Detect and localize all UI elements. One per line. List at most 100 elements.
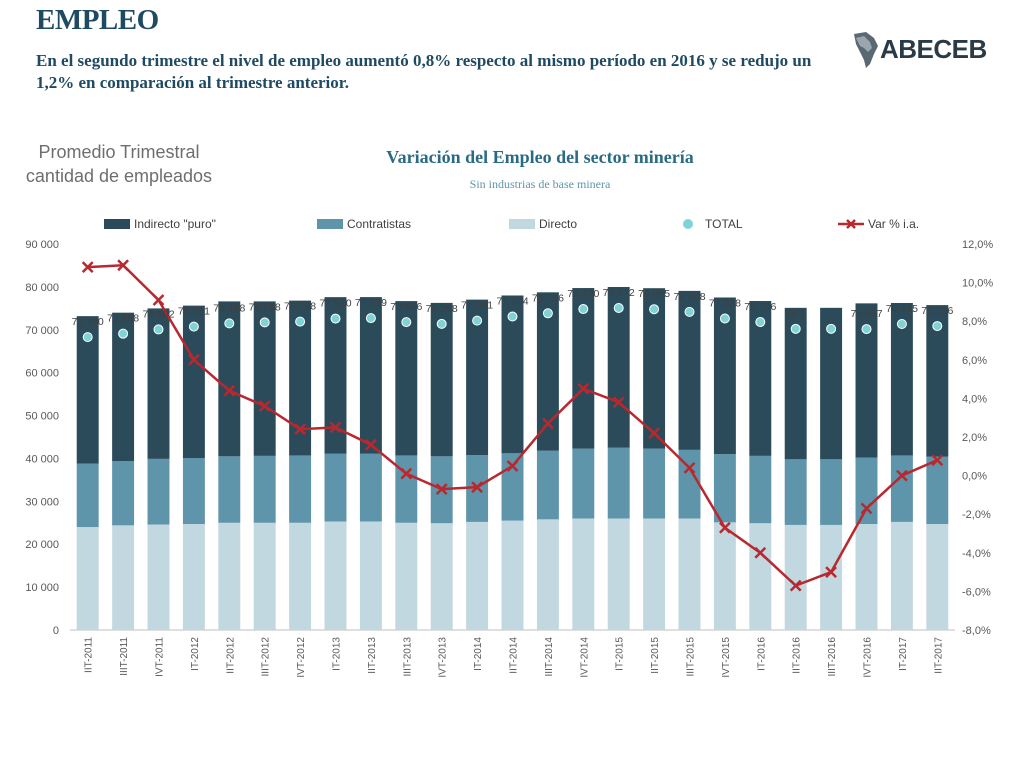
bar-contratistas xyxy=(289,455,312,523)
total-data-label: 73 180 xyxy=(72,316,104,328)
total-data-label: 79 068 xyxy=(673,291,705,303)
total-data-label: 75 756 xyxy=(921,305,953,317)
bar-indirecto xyxy=(749,301,772,456)
x-tick-label: IT-2017 xyxy=(898,637,909,671)
var-point-marker xyxy=(471,481,483,494)
bar-indirecto xyxy=(466,299,489,456)
x-tick-label: IIT-2015 xyxy=(650,637,661,674)
total-data-label: 76 706 xyxy=(744,301,776,313)
var-point-marker xyxy=(188,353,200,366)
bar-directo xyxy=(678,518,701,630)
x-tick-label: IIIT-2014 xyxy=(544,637,555,677)
y-right-tick-label: 4,0% xyxy=(962,393,987,405)
bar-directo xyxy=(855,524,878,630)
side-label-line2: cantidad de empleados xyxy=(25,166,213,186)
y-left-tick-label: 10 000 xyxy=(25,582,59,594)
bar-indirecto xyxy=(855,303,878,458)
y-right-tick-label: 0,0% xyxy=(962,471,987,483)
bar-indirecto xyxy=(112,312,135,462)
bar-contratistas xyxy=(890,455,913,522)
total-marker xyxy=(578,304,589,315)
var-point-marker xyxy=(860,502,873,515)
total-data-label: 79 695 xyxy=(638,288,670,300)
total-marker xyxy=(755,317,766,328)
total-marker xyxy=(542,308,553,319)
bar-indirecto xyxy=(501,295,524,454)
bar-indirecto xyxy=(430,302,453,457)
x-tick-label: IT-2014 xyxy=(473,637,484,671)
bar-contratistas xyxy=(395,455,418,523)
var-point-marker xyxy=(152,294,165,306)
var-point-marker xyxy=(789,579,802,592)
legend-swatch-total xyxy=(683,219,693,229)
y-right-tick-label: 8,0% xyxy=(962,316,987,328)
total-data-label: 75 631 xyxy=(178,306,210,318)
var-point-marker xyxy=(400,467,413,480)
bar-directo xyxy=(784,524,807,630)
total-marker xyxy=(118,328,129,339)
total-data-label: 75 1 xyxy=(785,308,806,320)
total-data-label: 74 982 xyxy=(142,308,174,320)
x-tick-label: IIT-2013 xyxy=(367,637,378,674)
total-marker xyxy=(472,315,483,326)
x-tick-label: IVT-2014 xyxy=(579,637,590,678)
legend-label: Indirecto "puro" xyxy=(134,217,216,231)
total-marker xyxy=(295,316,306,327)
bar-indirecto xyxy=(359,297,382,454)
total-data-label: 79 972 xyxy=(603,287,635,299)
chart-bars xyxy=(76,287,949,630)
side-label: Promedio Trimestral cantidad de empleado… xyxy=(14,140,224,188)
bar-directo xyxy=(430,523,453,630)
x-tick-label: IIT-2011 xyxy=(84,637,95,673)
bar-indirecto xyxy=(182,305,205,459)
bar-directo xyxy=(536,519,559,630)
y-right-tick-label: -6,0% xyxy=(962,586,991,598)
logo-map-icon xyxy=(854,32,878,68)
chart-legend: Indirecto "puro" Contratistas Directo TOTAL… xyxy=(104,217,919,231)
x-tick-label: IIIT-2016 xyxy=(827,637,838,677)
y-right-tick-label: 10,0% xyxy=(962,278,993,290)
total-data-label: 77 994 xyxy=(496,295,528,307)
x-tick-label: IT-2013 xyxy=(332,637,343,671)
total-marker xyxy=(826,323,837,334)
bar-indirecto xyxy=(713,297,736,455)
x-tick-label: IT-2015 xyxy=(615,637,626,671)
x-tick-label: IT-2016 xyxy=(756,637,767,671)
y-left-tick-label: 40 000 xyxy=(25,453,59,465)
chart-title: Variación del Empleo del sector minería xyxy=(386,147,693,167)
var-point-marker xyxy=(719,521,731,534)
bar-contratistas xyxy=(324,453,347,522)
total-data-label: 76 686 xyxy=(390,301,422,313)
total-marker xyxy=(861,324,872,335)
legend-swatch-indirecto xyxy=(104,219,130,229)
bar-directo xyxy=(643,518,666,630)
total-marker xyxy=(932,321,943,332)
bar-contratistas xyxy=(501,453,524,521)
var-point-marker xyxy=(648,427,660,440)
y-right-tick-label: -4,0% xyxy=(962,548,991,560)
bar-indirecto xyxy=(253,301,276,456)
y-right-tick-label: 6,0% xyxy=(962,355,987,367)
var-point-marker xyxy=(435,483,448,495)
x-tick-label: IIIT-2012 xyxy=(261,637,272,677)
x-tick-label: IIIT-2011 xyxy=(119,637,130,676)
bar-directo xyxy=(182,524,205,630)
bar-directo xyxy=(890,521,913,630)
legend-swatch-var-marker xyxy=(846,219,856,229)
total-data-label: 79 730 xyxy=(567,288,599,300)
total-data-label: 77 619 xyxy=(355,297,387,309)
legend-swatch-contratistas xyxy=(317,219,343,229)
y-left-tick-label: 80 000 xyxy=(25,282,59,294)
bar-contratistas xyxy=(112,461,135,526)
bar-contratistas xyxy=(855,457,878,525)
total-data-label: 76 798 xyxy=(284,301,316,313)
bar-directo xyxy=(76,527,99,630)
bar-directo xyxy=(359,521,382,630)
y-right-tick-label: -2,0% xyxy=(962,509,991,521)
chart-subtitle: Sin industrias de base minera xyxy=(470,177,611,191)
var-point-marker xyxy=(683,461,696,474)
bar-indirecto xyxy=(926,305,949,457)
total-labels: 73 180 73 988 74 982 75 631 76 388 76 618 76 7… xyxy=(72,287,954,328)
var-point-marker xyxy=(754,546,767,559)
